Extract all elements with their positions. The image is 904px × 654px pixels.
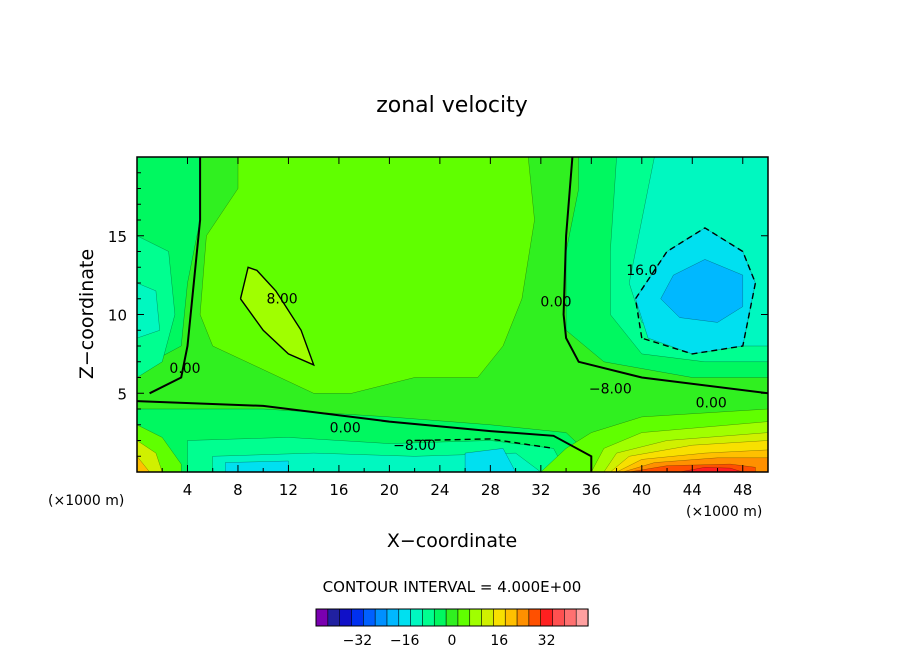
colorbar-swatch [481,608,495,627]
contour-label: −8.00 [393,438,436,454]
contour-label: 8.00 [267,292,298,308]
contour-field [137,157,768,472]
contour-region [464,448,516,472]
colorbar-swatch [457,608,471,627]
y-tick-label: 5 [117,385,127,403]
colorbar-swatch [374,608,388,627]
colorbar-tick-label: 0 [448,633,457,649]
colorbar-swatch [540,608,554,627]
contour-region [225,460,289,472]
colorbar-tick-label: −32 [343,633,373,649]
contour-region [137,282,160,339]
x-unit-right: (×1000 m) [686,504,762,520]
colorbar-tick-label: −16 [390,633,420,649]
colorbar-swatch [528,608,542,627]
y-tick-label: 15 [108,228,127,246]
contour-label: 0.00 [696,395,727,411]
x-tick-label: 8 [233,481,243,499]
contour-line [414,438,554,450]
contour-region [137,455,150,472]
contour-line [149,157,202,395]
contour-line [137,400,593,472]
x-axis-ticks: 4 8 12 16 20 24 28 32 36 40 44 48 [161,157,752,499]
chart-title: zonal velocity [376,93,528,118]
colorbar-swatch [398,608,412,627]
contour-label: 0.00 [540,295,571,311]
colorbar-swatch [433,608,447,627]
x-unit-left: (×1000 m) [48,493,124,509]
colorbar-swatch [410,608,424,627]
colorbar-swatch [327,608,341,627]
colorbar-swatch [493,608,506,627]
contour-region [679,467,743,472]
colorbar-swatch [552,608,565,627]
colorbar-swatch [362,608,376,627]
contour-line [634,227,757,355]
colorbar-swatch [469,608,483,627]
x-tick-label: 28 [481,481,500,499]
colorbar-swatch [315,608,329,627]
x-tick-label: 12 [279,481,298,499]
y-axis-label: Z−coordinate [76,249,98,379]
contour-label: 0.00 [169,361,200,377]
colorbar-swatch [504,608,518,627]
colorbar-swatch [445,608,459,627]
colorbar-swatch [351,608,364,627]
colorbar-tick-label: 32 [538,633,556,649]
colorbar-swatch [564,608,577,627]
x-tick-label: 44 [683,481,702,499]
contour-region [212,452,542,472]
colorbar-swatch [339,608,353,627]
contour-line [239,266,315,367]
colorbar-frame [315,608,589,627]
x-tick-label: 16 [329,481,348,499]
contour-label: 0.00 [330,421,361,437]
contour-lines [137,157,768,472]
colorbar-tick-label: 16 [490,633,508,649]
contour-labels: 8.00 0.00 0.00 −8.00 0.00 16.0 −8.00 0.00 [169,263,726,454]
contour-region [660,259,743,323]
colorbar-tick-labels: −32 −16 0 16 32 [343,633,556,649]
colorbar-swatch [422,608,435,627]
x-tick-label: 24 [430,481,449,499]
contour-interval-text: CONTOUR INTERVAL = 4.000E+00 [323,578,582,596]
x-tick-label: 48 [733,481,752,499]
x-tick-label: 4 [183,481,193,499]
colorbar-swatch [386,608,400,627]
colorbar-swatch [516,608,530,627]
colorbar [315,608,589,627]
contour-line [562,157,768,395]
y-axis-ticks: 5 10 15 [108,172,768,457]
x-tick-label: 36 [582,481,601,499]
x-tick-label: 40 [632,481,651,499]
x-tick-label: 20 [380,481,399,499]
x-axis-label: X−coordinate [387,530,517,552]
x-tick-label: 32 [531,481,550,499]
y-tick-label: 10 [108,307,127,325]
contour-label: 16.0 [626,263,657,279]
colorbar-swatch [575,608,589,627]
contour-label: −8.00 [589,381,632,397]
